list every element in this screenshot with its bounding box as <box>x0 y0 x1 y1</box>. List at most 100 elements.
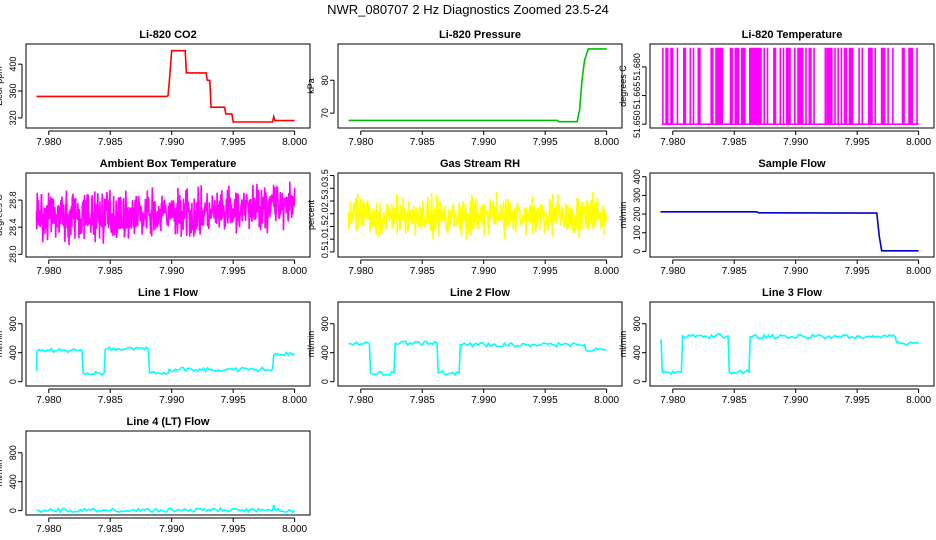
y-tick-label: 80 <box>320 75 330 85</box>
panel-title: Li-820 Pressure <box>439 29 521 41</box>
y-tick-label: 1.0 <box>320 233 330 246</box>
panel-title: Li-820 Temperature <box>742 29 843 41</box>
panel-5: Gas Stream RH 7.980 7.985 7.990 7.995 8.000 0.… <box>306 158 623 277</box>
x-tick-label: 7.990 <box>471 266 496 277</box>
y-tick-label: 28.8 <box>8 191 18 209</box>
y-tick-label: 0 <box>8 508 18 513</box>
y-tick-label: 51.650 <box>632 110 642 138</box>
panel-title: Line 4 (LT) Flow <box>127 416 210 428</box>
y-axis-label: kPa <box>306 78 316 94</box>
x-tick-label: 7.990 <box>159 266 184 277</box>
y-tick-label: 100 <box>632 225 642 240</box>
y-tick-label: 0 <box>632 249 642 254</box>
panel-title: Sample Flow <box>758 158 826 170</box>
x-tick-label: 8.000 <box>906 266 931 277</box>
plot-frame <box>337 301 623 387</box>
x-tick-label: 7.980 <box>36 395 61 406</box>
x-tick-label: 7.985 <box>98 266 123 277</box>
series-line <box>35 181 296 246</box>
plot-frame <box>337 43 623 129</box>
x-tick-label: 7.995 <box>221 137 246 148</box>
y-tick-label: 800 <box>632 316 642 331</box>
y-tick-label: 1.5 <box>320 220 330 233</box>
panel-2: Li-820 Pressure 7.980 7.985 7.990 7.995 8.000… <box>306 29 623 148</box>
x-tick-label: 7.995 <box>533 266 558 277</box>
x-tick-label: 7.980 <box>660 137 685 148</box>
x-tick-label: 8.000 <box>282 395 307 406</box>
series-line <box>348 340 607 377</box>
x-tick-label: 7.980 <box>348 395 373 406</box>
x-tick-label: 7.990 <box>783 395 808 406</box>
y-tick-label: 70 <box>320 108 330 118</box>
x-tick-label: 8.000 <box>282 137 307 148</box>
panel-title: Ambient Box Temperature <box>100 158 237 170</box>
x-tick-label: 7.985 <box>410 137 435 148</box>
x-tick-label: 7.980 <box>36 266 61 277</box>
y-tick-label: 360 <box>8 84 18 99</box>
panel-1: Li-820 CO2 7.980 7.985 7.990 7.995 8.000 320 36… <box>0 29 311 148</box>
y-tick-label: 51.665 <box>632 82 642 110</box>
y-tick-label: 51.680 <box>632 53 642 81</box>
y-tick-label: 3.5 <box>320 169 330 182</box>
y-tick-label: 200 <box>632 207 642 222</box>
y-axis-label: ml/min <box>306 331 316 358</box>
x-tick-label: 7.990 <box>783 266 808 277</box>
plot-frame <box>25 172 311 258</box>
series-line <box>348 48 607 123</box>
x-tick-label: 7.985 <box>410 266 435 277</box>
x-tick-label: 7.980 <box>36 524 61 535</box>
x-tick-label: 7.985 <box>722 137 747 148</box>
panel-4: Ambient Box Temperature 7.980 7.985 7.990 7.… <box>0 158 311 277</box>
panel-6: Sample Flow 7.980 7.985 7.990 7.995 8.000 0 100… <box>618 158 935 277</box>
x-tick-label: 7.995 <box>845 266 870 277</box>
panel-title: Line 1 Flow <box>138 287 198 299</box>
plot-frame <box>25 301 311 387</box>
plot-frame <box>337 172 623 258</box>
x-tick-label: 8.000 <box>594 266 619 277</box>
panel-title: Line 3 Flow <box>762 287 822 299</box>
plot-frame <box>649 301 935 387</box>
y-axis-label: degrees C <box>0 194 4 236</box>
y-tick-label: 0 <box>320 379 330 384</box>
x-tick-label: 7.985 <box>98 524 123 535</box>
y-tick-label: 28.4 <box>8 218 18 236</box>
y-tick-label: 400 <box>8 57 18 72</box>
x-tick-label: 8.000 <box>906 137 931 148</box>
x-tick-label: 7.995 <box>533 395 558 406</box>
y-tick-label: 400 <box>8 474 18 489</box>
y-tick-label: 800 <box>320 316 330 331</box>
x-tick-label: 7.990 <box>159 395 184 406</box>
x-tick-label: 7.995 <box>845 137 870 148</box>
panel-3: Li-820 Temperature 7.980 7.985 7.990 7.995 8.… <box>618 29 935 148</box>
x-tick-label: 7.995 <box>221 266 246 277</box>
x-tick-label: 7.990 <box>159 524 184 535</box>
plot-frame <box>649 43 935 129</box>
x-tick-label: 7.985 <box>410 395 435 406</box>
x-tick-label: 7.985 <box>722 266 747 277</box>
y-tick-label: 28.0 <box>8 246 18 264</box>
y-axis-label: ml/min <box>0 331 4 358</box>
panel-title: Li-820 CO2 <box>139 29 196 41</box>
series-line <box>660 333 920 376</box>
y-tick-label: 0 <box>8 379 18 384</box>
x-tick-label: 7.995 <box>221 524 246 535</box>
y-tick-label: 320 <box>8 110 18 125</box>
y-tick-label: 400 <box>320 345 330 360</box>
x-tick-label: 7.995 <box>533 137 558 148</box>
y-tick-label: 400 <box>8 345 18 360</box>
x-tick-label: 7.990 <box>471 395 496 406</box>
x-tick-label: 7.990 <box>471 137 496 148</box>
plot-frame <box>649 172 935 258</box>
panel-9: Line 3 Flow 7.980 7.985 7.990 7.995 8.000 0 400… <box>618 287 935 406</box>
y-axis-label: degrees C <box>618 65 628 107</box>
x-tick-label: 7.980 <box>660 266 685 277</box>
x-tick-label: 7.985 <box>98 395 123 406</box>
y-tick-label: 300 <box>632 188 642 203</box>
series-line <box>660 211 919 252</box>
x-tick-label: 8.000 <box>282 524 307 535</box>
plot-frame <box>25 43 311 129</box>
y-axis-label: ml/min <box>618 202 628 229</box>
x-tick-label: 7.980 <box>348 266 373 277</box>
y-tick-label: 400 <box>632 169 642 184</box>
y-tick-label: 0 <box>632 379 642 384</box>
